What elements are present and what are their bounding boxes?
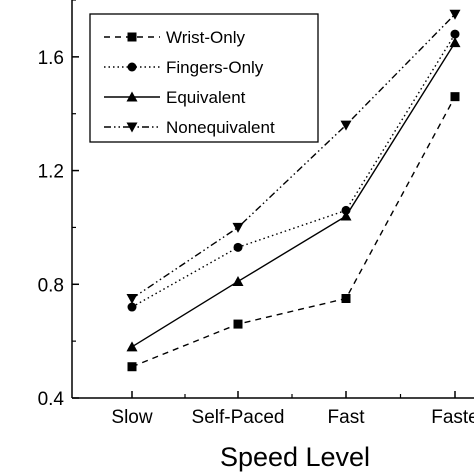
x-tick-label: Slow <box>111 407 152 428</box>
data-point <box>126 294 138 304</box>
data-point <box>450 29 460 39</box>
data-point <box>233 319 243 329</box>
legend-label: Nonequivalent <box>166 118 275 137</box>
legend-marker <box>127 32 137 42</box>
series-wrist-only <box>127 92 460 372</box>
data-point <box>449 37 461 48</box>
y-tick-label: 1.2 <box>38 162 64 183</box>
x-axis-title: Speed Level <box>220 442 370 472</box>
data-point <box>126 341 138 352</box>
legend-label: Fingers-Only <box>166 58 264 77</box>
x-tick-label: Faste <box>431 407 474 428</box>
data-point <box>232 222 244 233</box>
y-tick-label: 0.8 <box>38 275 64 296</box>
legend-marker <box>126 91 138 102</box>
series-line <box>131 13 456 300</box>
y-tick-label: 0.4 <box>38 389 65 410</box>
series-line <box>131 42 456 348</box>
y-tick-label: 1.6 <box>38 48 64 69</box>
data-point <box>127 302 137 312</box>
data-point <box>450 92 460 102</box>
data-point <box>127 362 137 372</box>
x-tick-label: Self-Paced <box>192 407 285 428</box>
legend-marker <box>126 122 138 133</box>
axes: 0.4 0.8 1.2 1.6 Slow Self-Paced Fast Faste <box>38 0 474 428</box>
x-tick-label: Fast <box>328 407 366 428</box>
series-fingers-only <box>127 29 460 312</box>
series-nonequivalent <box>126 9 461 304</box>
legend-label: Equivalent <box>166 88 246 107</box>
data-point <box>233 242 243 252</box>
legend-marker <box>127 62 137 72</box>
data-point <box>232 275 244 286</box>
data-point <box>340 120 352 131</box>
data-point <box>340 210 352 221</box>
legend: Wrist-Only Fingers-Only Equivalent Nonequiv… <box>89 13 319 143</box>
series-equivalent <box>126 37 461 352</box>
legend-label: Wrist-Only <box>166 28 246 47</box>
data-point <box>449 9 461 20</box>
series-line <box>131 96 456 368</box>
series-layer <box>126 9 461 372</box>
data-point <box>341 294 351 303</box>
